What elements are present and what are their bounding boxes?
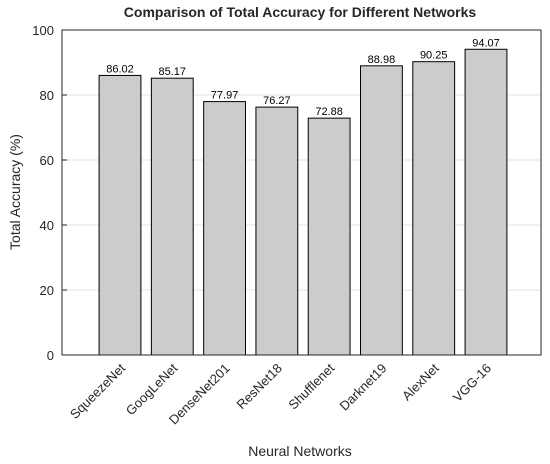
bar (412, 61, 456, 356)
bar (255, 106, 299, 356)
bar (360, 65, 403, 356)
plot-frame (61, 29, 542, 356)
bar (307, 117, 351, 356)
x-axis-label: Neural Networks (248, 443, 351, 459)
value-label: 76.27 (263, 95, 291, 107)
value-label: 90.25 (420, 50, 448, 62)
y-tick-label: 80 (40, 88, 54, 103)
y-tick-label: 0 (47, 348, 54, 363)
y-tick-label: 20 (40, 283, 54, 298)
value-label: 94.07 (472, 37, 500, 49)
y-axis-label: Total Accuracy (%) (7, 134, 23, 250)
y-tick-label: 60 (40, 153, 54, 168)
value-label: 72.88 (315, 106, 343, 118)
chart-title: Comparison of Total Accuracy for Differe… (124, 4, 477, 20)
y-tick-label: 40 (40, 218, 54, 233)
y-tick-label: 100 (32, 23, 54, 38)
value-label: 88.98 (368, 54, 396, 66)
value-label: 86.02 (106, 63, 134, 75)
value-label: 77.97 (211, 90, 239, 102)
bar (98, 74, 142, 356)
bar (203, 101, 246, 356)
value-label: 85.17 (159, 66, 187, 78)
bar (150, 77, 194, 356)
bar (464, 48, 508, 356)
